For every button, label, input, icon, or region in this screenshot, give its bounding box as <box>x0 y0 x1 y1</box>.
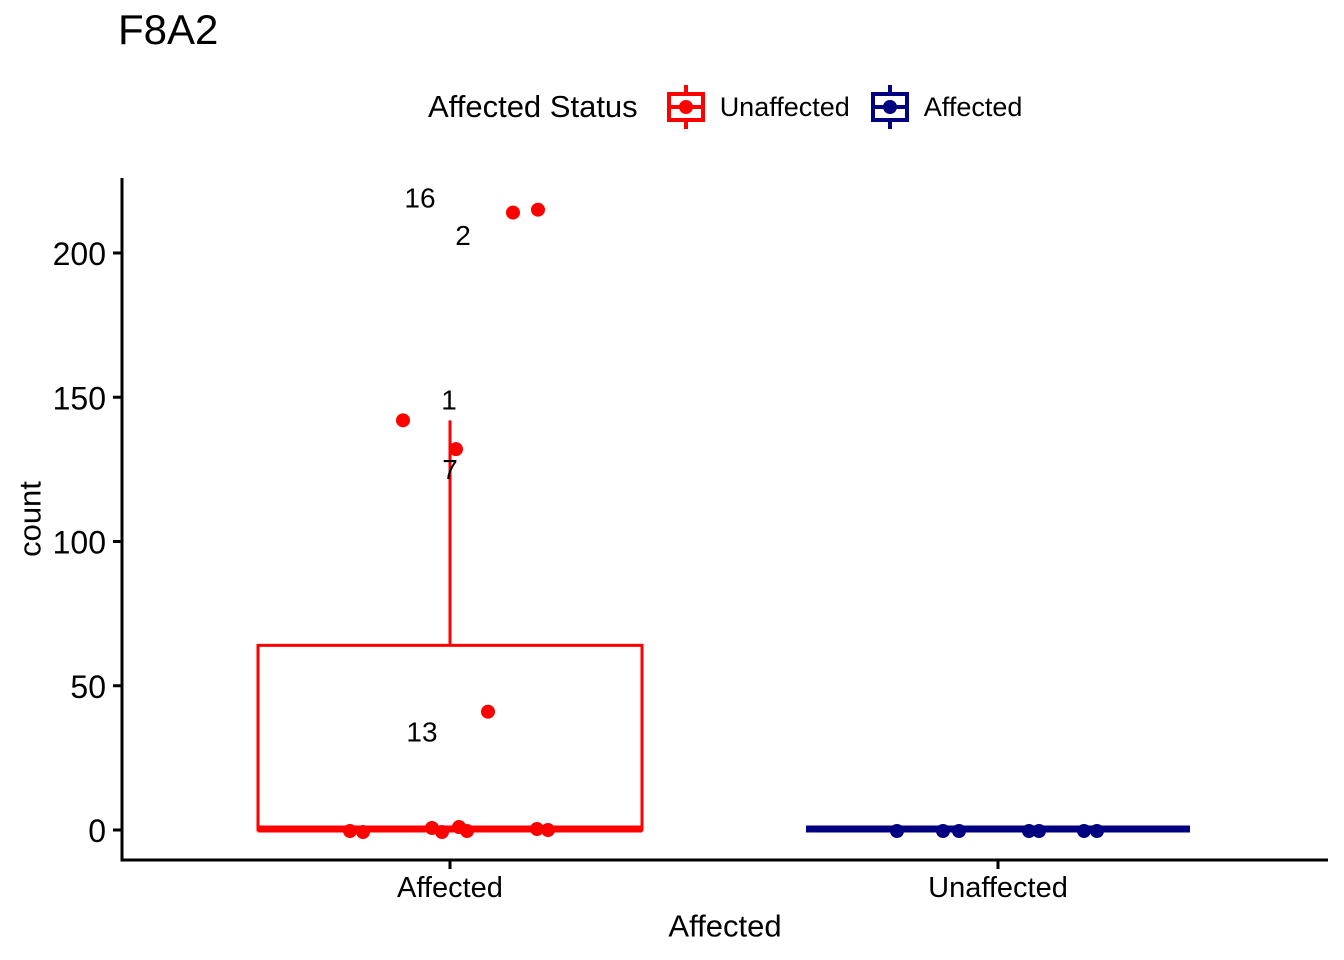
point-label: 2 <box>455 220 471 251</box>
y-axis-title: count <box>13 481 48 557</box>
plot-title: F8A2 <box>118 6 219 53</box>
data-point <box>356 825 370 839</box>
data-point <box>1022 824 1036 838</box>
point-label: 16 <box>404 183 435 214</box>
legend: Affected Status Unaffected Affected <box>428 82 1038 132</box>
data-point <box>396 413 410 428</box>
data-point <box>481 704 495 719</box>
point-label: 13 <box>406 716 437 747</box>
data-point <box>936 824 950 838</box>
legend-item-unaffected: Unaffected <box>662 83 850 131</box>
data-point <box>890 824 904 838</box>
y-tick-label: 100 <box>53 525 106 561</box>
data-point <box>1032 824 1046 838</box>
point-label: 1 <box>441 385 457 416</box>
legend-item-affected: Affected <box>866 83 1023 131</box>
data-point <box>530 822 544 836</box>
x-tick-label: Unaffected <box>928 872 1068 904</box>
point-label: 7 <box>442 454 458 485</box>
data-point <box>506 205 520 220</box>
legend-title: Affected Status <box>428 89 638 124</box>
legend-label-unaffected: Unaffected <box>719 91 850 122</box>
data-point <box>343 824 357 838</box>
data-point <box>531 202 545 217</box>
y-tick-label: 0 <box>88 813 106 849</box>
data-point <box>541 823 555 837</box>
y-tick-label: 50 <box>70 669 106 705</box>
boxplot-key-icon <box>870 85 909 129</box>
data-point <box>952 824 966 838</box>
legend-label-affected: Affected <box>923 91 1023 122</box>
y-tick-label: 200 <box>53 236 106 272</box>
data-point <box>435 825 449 839</box>
data-point <box>460 824 474 838</box>
data-point <box>1090 824 1104 838</box>
x-tick-label: Affected <box>397 872 503 904</box>
boxplot-key-icon <box>666 85 705 129</box>
data-point <box>449 442 463 457</box>
data-point <box>1077 824 1091 838</box>
box <box>256 643 644 832</box>
y-tick-label: 150 <box>53 380 106 416</box>
x-axis-title: Affected <box>668 908 781 943</box>
